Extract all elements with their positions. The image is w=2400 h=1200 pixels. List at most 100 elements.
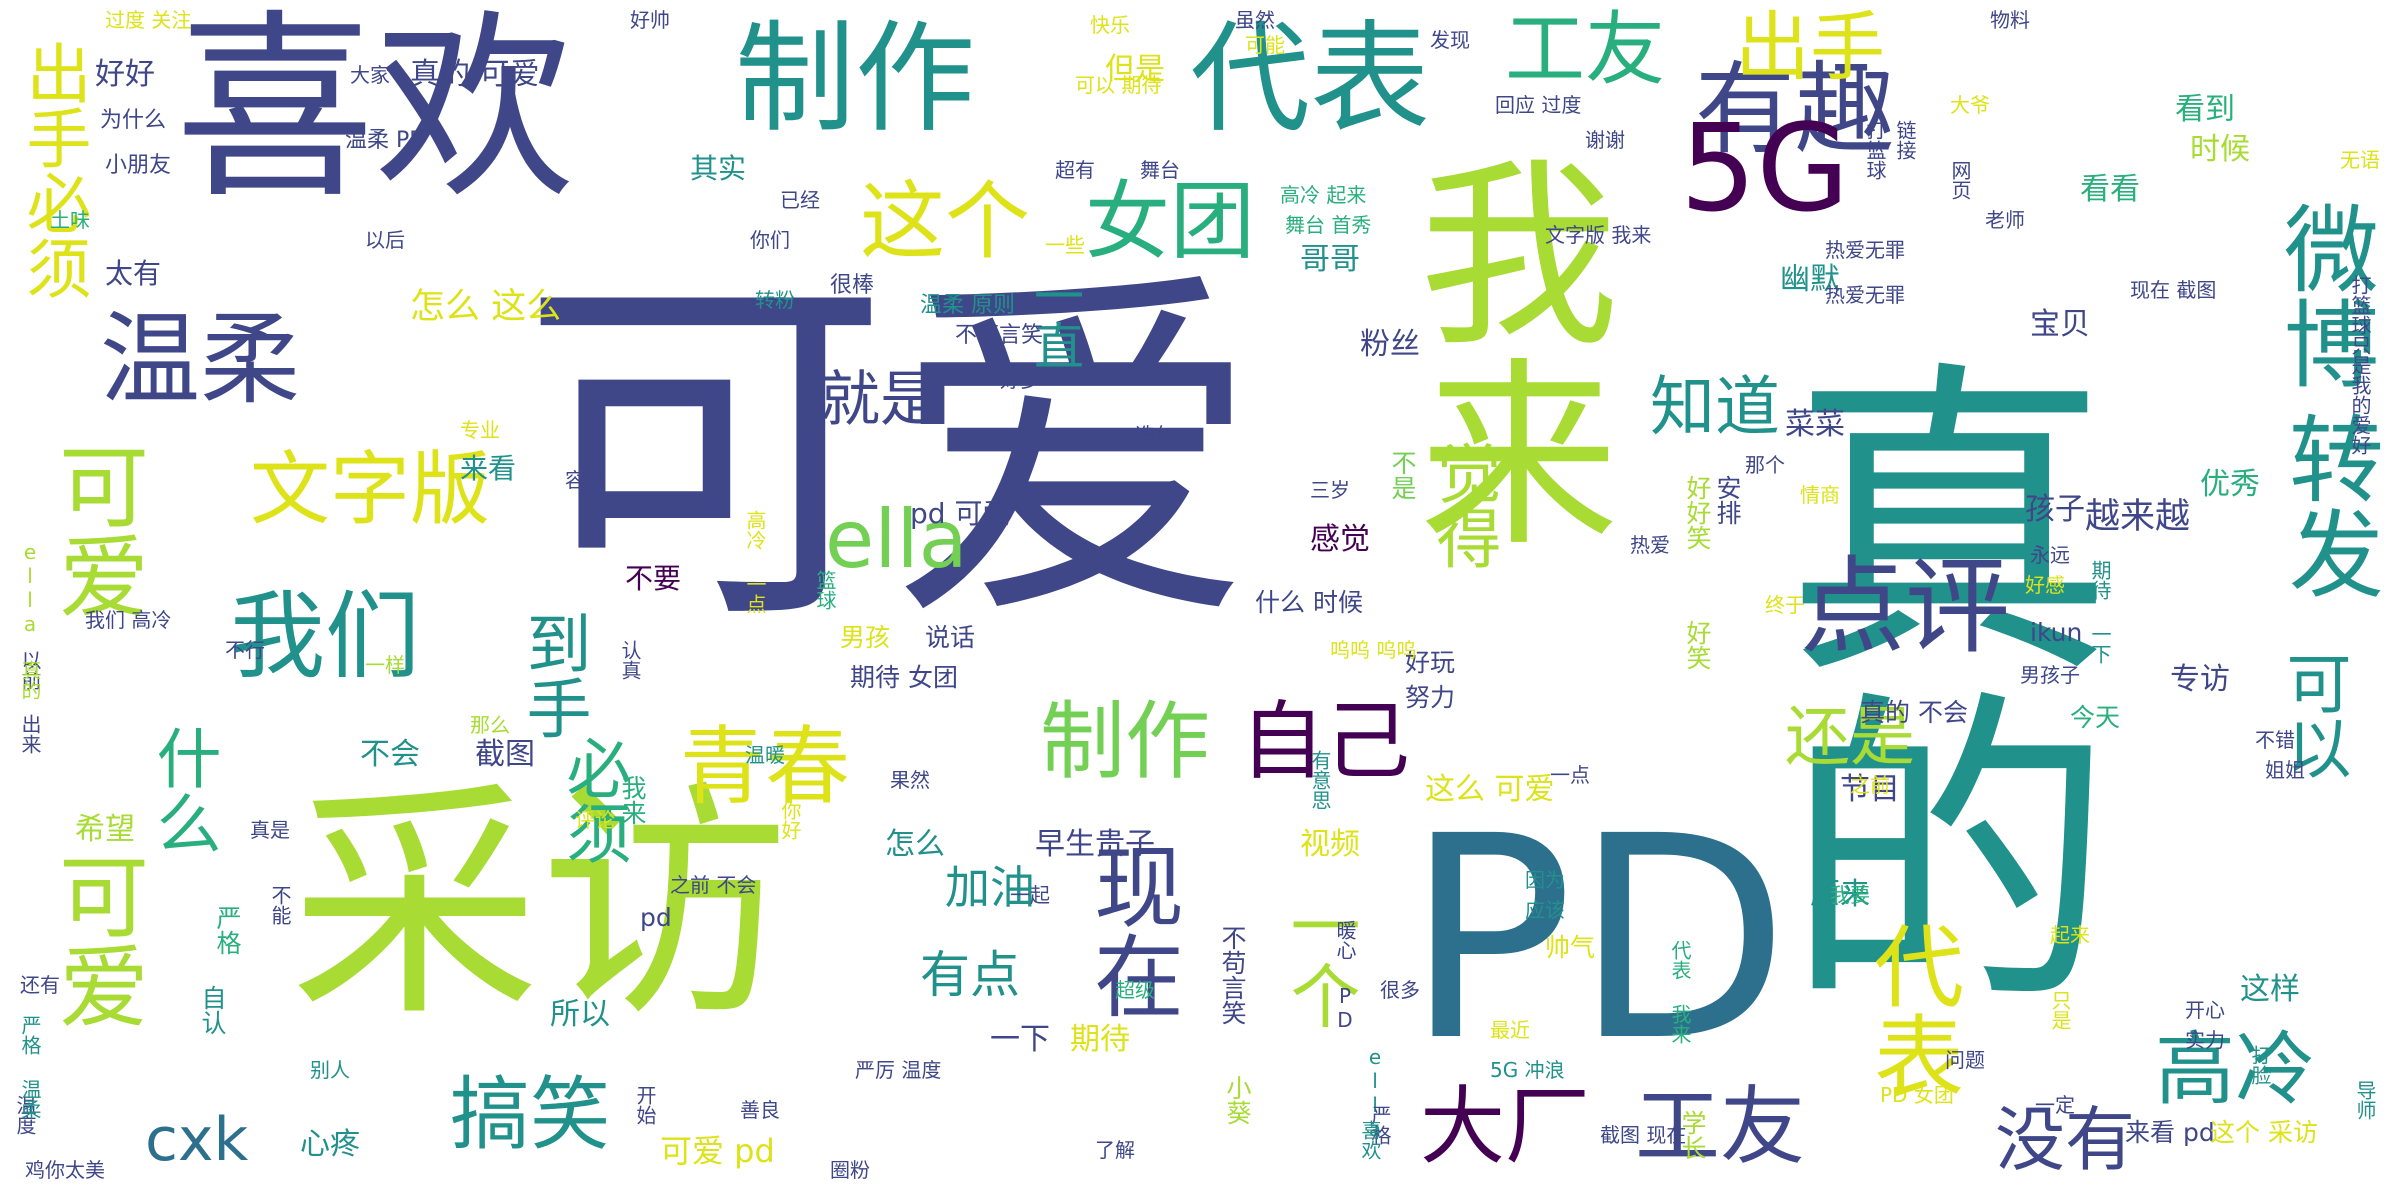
word-196: 果然 [890,768,930,792]
word-170: 快乐 [1090,13,1130,37]
word-pd-158: 温柔 PD [345,128,427,153]
word-149: 我们 高冷 [85,608,172,632]
word-28: 高冷 [2155,1023,2315,1116]
word-47: 过度 关注 [105,8,192,32]
word-192: 热爱无罪 [1825,283,1905,307]
word-pd-96: pd [640,903,672,932]
word-52: 但是 [1105,52,1165,87]
word-46: 加油 [945,861,1036,914]
word-pd-68: pd 可爱 [910,497,1011,530]
word-152: 认真 [618,640,642,680]
word-58: 宝贝 [2030,307,2090,342]
word-6: 制作 [735,10,975,149]
word-36: 觉得 [1425,440,1500,570]
word-129: 导师 [2353,1080,2377,1120]
word-178: 一些 [1045,233,1085,257]
word-80: 期待 [1070,1022,1130,1057]
word-194: 有意思 [1308,750,1332,810]
word-133: 善良 [740,1098,780,1122]
word-108: 永远 [2030,543,2070,567]
word-112: 男孩子 [2020,663,2080,687]
word-cxk-31: cxk [145,1105,249,1175]
word-91: 安排 [1713,475,1742,525]
word-120: 很多 [1380,978,1420,1002]
word-137: 圈粉 [830,1158,870,1182]
word-206: 问题 [1945,1048,1985,1072]
word-33: 可爱 [43,850,148,1030]
word-94: 自认 [198,985,227,1035]
word-ella-151: ella 真的 [18,540,42,700]
word-159: 小朋友 [105,153,172,178]
word-92: 不是 [1388,450,1417,500]
word-53: 怎么 这么 [410,287,562,327]
word-39: 可以 [2275,650,2350,780]
word-173: 舞台 [1140,158,1180,182]
word-74: 早生贵子 [1035,827,1155,862]
word-49: 真的 可爱 [410,57,540,92]
word-72: 节目 [1840,772,1900,807]
word-164: 你们 [750,228,790,252]
word-177: 舞台 首秀 [1285,213,1372,237]
word-54: 哥哥 [1300,242,1360,277]
word-163: 已经 [780,188,820,212]
word-188: 链接 [1893,120,1917,160]
word-161: 大家 [350,63,390,87]
word-56: 幽默 [1780,262,1840,297]
word-0: 可爱 [520,240,1260,670]
word-57: 菜菜 [1785,407,1845,442]
word-ikun-85: ikun [2030,618,2083,647]
word-43: 到手 [515,610,590,740]
word-26: 大厂 [1420,1078,1591,1177]
word-134: 严厉 温度 [855,1058,942,1082]
word-11: 出手 [1735,3,1886,91]
word-48: 好好 [95,57,155,92]
word-145: 一起 [1010,883,1050,907]
word-116: 我要 [1830,883,1870,907]
word-27: 工友 [1635,1078,1806,1177]
word-202: 严格 [1368,1105,1392,1145]
word-30: 搞笑 [450,1068,610,1161]
word-191: 无语 [2340,148,2380,172]
word-pd-200: 暖心 PD [1333,920,1357,1032]
word-195: 温暖 [745,743,785,767]
word-17: 点评 [1800,546,2011,668]
word-55: 粉丝 [1360,327,1420,362]
word-182: 文字版 我来 [1545,223,1652,247]
word-197: 评论 [575,808,615,832]
word-142: 严格 温柔 [18,1015,42,1119]
word-78: 所以 [550,997,610,1032]
word-148: 一样 [365,653,405,677]
word-35: 知道 [1650,370,1781,445]
word-184: 现在 截图 [2130,278,2217,302]
word-63: 孩子 [2025,492,2085,527]
word-160: 为什么 [100,108,167,133]
word-97: 男孩 [840,623,891,652]
word-71: 这么 可爱 [1425,772,1555,807]
word-119: 应该 [1525,898,1565,922]
word-61: 看看 [2080,172,2140,207]
word-18: 我们 [230,582,421,692]
word-147: 那么 [470,713,510,737]
word-167: 温柔 原则 [920,293,1015,318]
word-pd-4: PD [1405,777,1790,1103]
word-101: 努力 [1405,683,1456,712]
word-105: 热爱 [1630,533,1670,557]
word-171: 可以 期待 [1075,73,1162,97]
word-153: 篮球 [813,570,837,610]
word-10: 工友 [1505,3,1665,96]
word-12: 温柔 [100,301,300,418]
word-15: 微博 [2268,200,2378,390]
word-ella-201: ella [1363,1045,1387,1141]
word-44: 一直 [1026,270,1084,370]
word-62: 优秀 [2200,467,2260,502]
word-185: 老师 [1985,208,2025,232]
word-5: 我来 [1384,150,1617,550]
word-40: 一个 [1279,890,1361,1030]
word-102: 好玩 [1405,648,1456,677]
word-115: 之前 [1850,773,1890,797]
word-100: 什么 时候 [1255,588,1363,617]
word-155: 专业 [460,418,500,442]
word-187: 大爷 [1950,93,1990,117]
word-122: 最近 [1490,1018,1530,1042]
word-51: 太有 [105,257,162,290]
